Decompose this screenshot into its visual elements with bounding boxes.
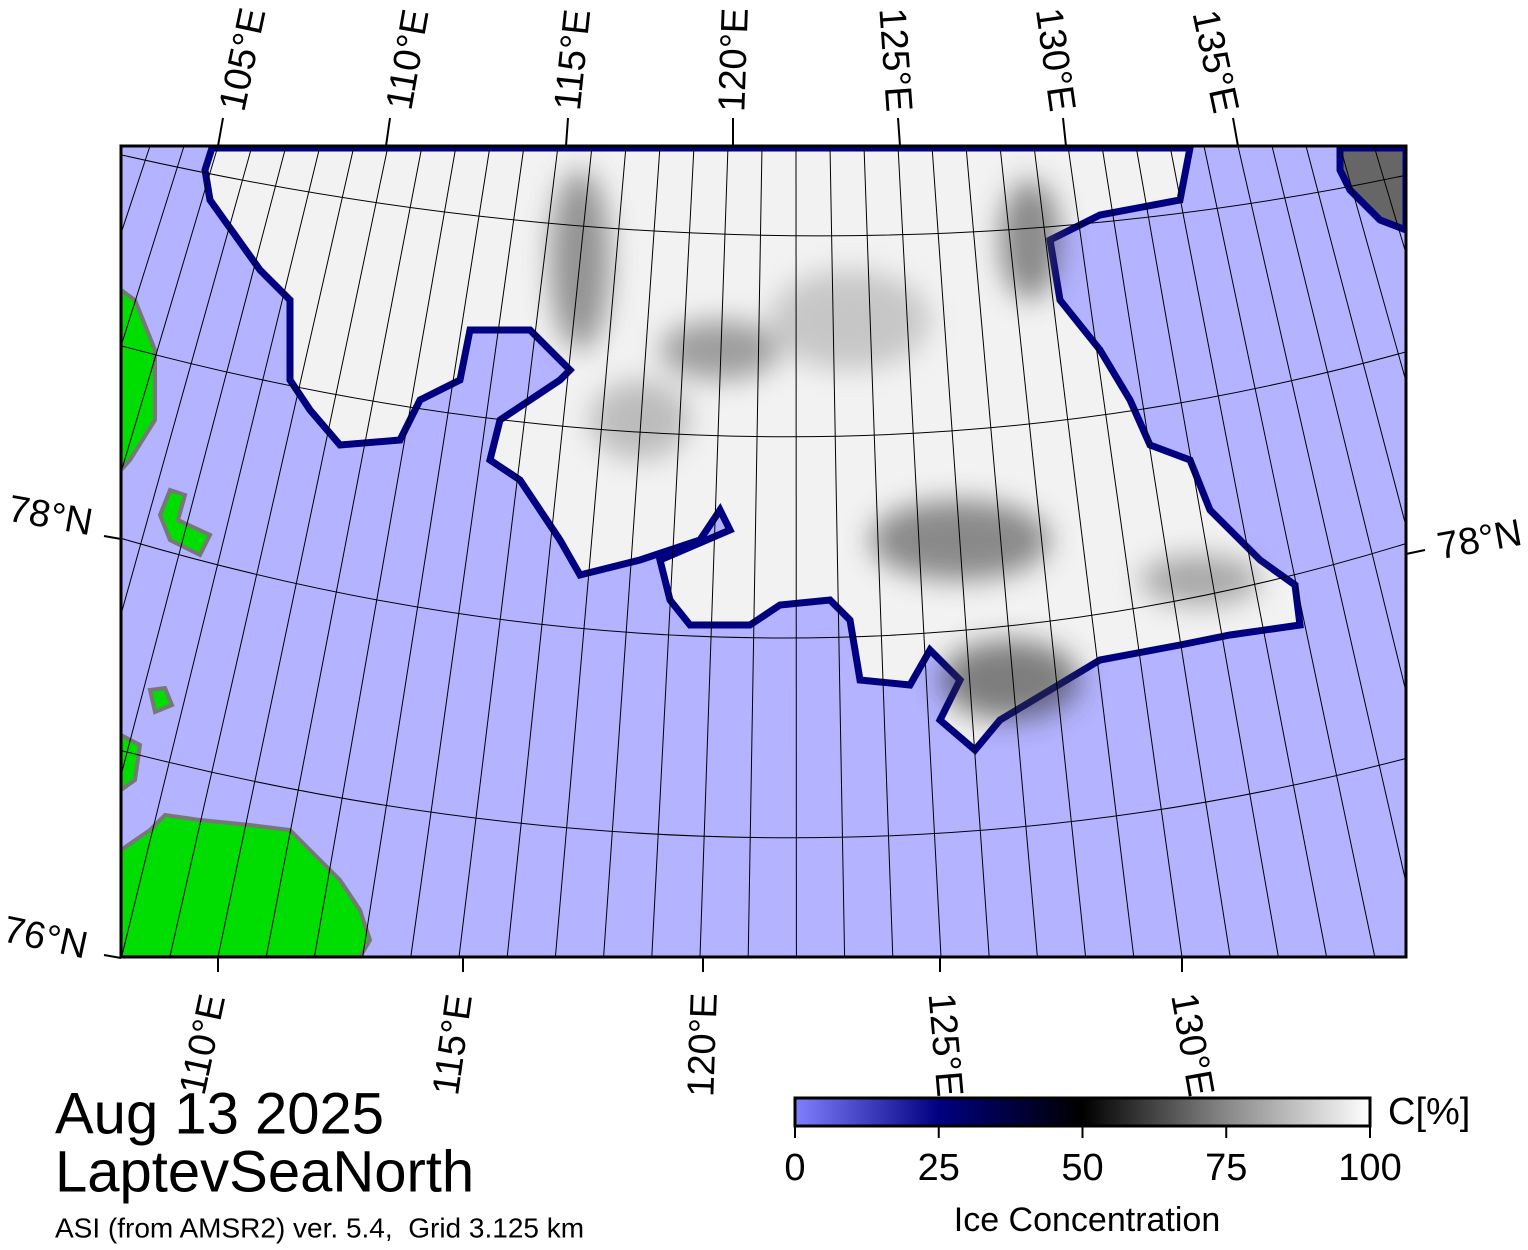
date: Aug 13 2025 (55, 1081, 384, 1146)
meridian (506, 146, 593, 957)
map-area (0, 146, 1406, 957)
tick (897, 117, 901, 147)
meridian (554, 146, 627, 957)
parallel (121, 154, 1406, 237)
parallel-label: 78°N (5, 488, 96, 544)
meridian (747, 146, 763, 957)
colorbar-tick-label: 0 (784, 1147, 805, 1189)
colorbar-tick-label: 50 (1061, 1147, 1103, 1189)
sea-ice (201, 146, 1406, 755)
ice-floe (1336, 146, 1406, 234)
meridian (1237, 146, 1406, 885)
tick (1232, 117, 1239, 147)
meridian-label: 135°E (1184, 6, 1247, 116)
meridian (458, 146, 559, 957)
meridian (1271, 146, 1406, 694)
meridian (1169, 146, 1328, 957)
meridian (829, 146, 846, 957)
meridian (863, 146, 894, 957)
parallel (121, 749, 1406, 839)
meridian (121, 146, 219, 475)
meridian (603, 146, 661, 957)
meridian-label: 115°E (425, 992, 481, 1098)
meridian (121, 146, 321, 957)
meridian (0, 146, 82, 957)
meridian (265, 146, 423, 957)
meridian (1305, 146, 1406, 529)
region-name: LaptevSeaNorth (55, 1139, 474, 1204)
tick (103, 954, 122, 959)
meridian-labels-top: 105°E 110°E 115°E 120°E 125°E 130°E 135°… (212, 4, 1247, 147)
parallel-label: 78°N (1434, 512, 1525, 568)
meridian (999, 146, 1087, 957)
meridian (217, 146, 389, 957)
parallel (121, 537, 1406, 639)
meridian (897, 146, 942, 957)
colorbar-title: Ice Concentration (954, 1201, 1221, 1239)
meridian (313, 146, 457, 957)
parallel-label: 76°N (0, 909, 91, 968)
meridian-label: 125°E (870, 7, 919, 114)
graticule (0, 146, 1406, 957)
meridian (1101, 146, 1231, 957)
tick (565, 117, 569, 147)
parallel (121, 345, 1406, 438)
meridian (169, 146, 355, 957)
meridian (121, 146, 287, 778)
meridian (0, 146, 116, 957)
meridian-label: 115°E (547, 7, 599, 112)
source-note: ASI (from AMSR2) ver. 5.4, Grid 3.125 km (55, 1212, 584, 1243)
meridian-labels-bottom: 110°E 115°E 120°E 125°E 130°E (172, 957, 1222, 1099)
land-mass (121, 287, 157, 473)
land-mass (121, 812, 373, 957)
meridian (1067, 146, 1183, 957)
meridian (410, 146, 525, 957)
meridian (1339, 146, 1406, 384)
colorbar-tick-label: 100 (1338, 1147, 1401, 1189)
tick (1405, 549, 1426, 555)
land (121, 287, 373, 957)
meridian (1203, 146, 1376, 957)
meridian-label: 120°E (680, 992, 726, 1097)
tick (103, 535, 122, 540)
colorbar-scale (793, 1096, 1372, 1128)
island (147, 685, 175, 715)
colorbar-tick-label: 75 (1205, 1147, 1247, 1189)
meridian-label: 120°E (711, 7, 757, 112)
meridian (1135, 146, 1279, 957)
island (157, 487, 213, 558)
tick (385, 117, 391, 147)
meridian-label: 105°E (212, 4, 275, 114)
meridian-label: 130°E (1162, 990, 1221, 1100)
meridian (121, 146, 185, 348)
meridian (651, 146, 695, 957)
map-frame (119, 144, 1408, 959)
meridian (699, 146, 729, 957)
tick (1062, 117, 1067, 147)
meridian (362, 146, 491, 957)
meridian-label: 130°E (1027, 5, 1083, 114)
colorbar-unit: C[%] (1388, 1091, 1470, 1133)
meridian (0, 146, 48, 957)
meridian (1033, 146, 1135, 957)
colorbar-tick-label: 25 (918, 1147, 960, 1189)
meridian-label: 110°E (379, 6, 438, 113)
island (121, 732, 143, 793)
meridian (931, 146, 990, 957)
meridian-label: 125°E (920, 991, 971, 1098)
colorbar: C[%] Ice Concentration 0 25 50 75 100 (784, 1091, 1470, 1239)
meridian (121, 146, 253, 617)
tick (217, 117, 224, 147)
meridian (965, 146, 1038, 957)
